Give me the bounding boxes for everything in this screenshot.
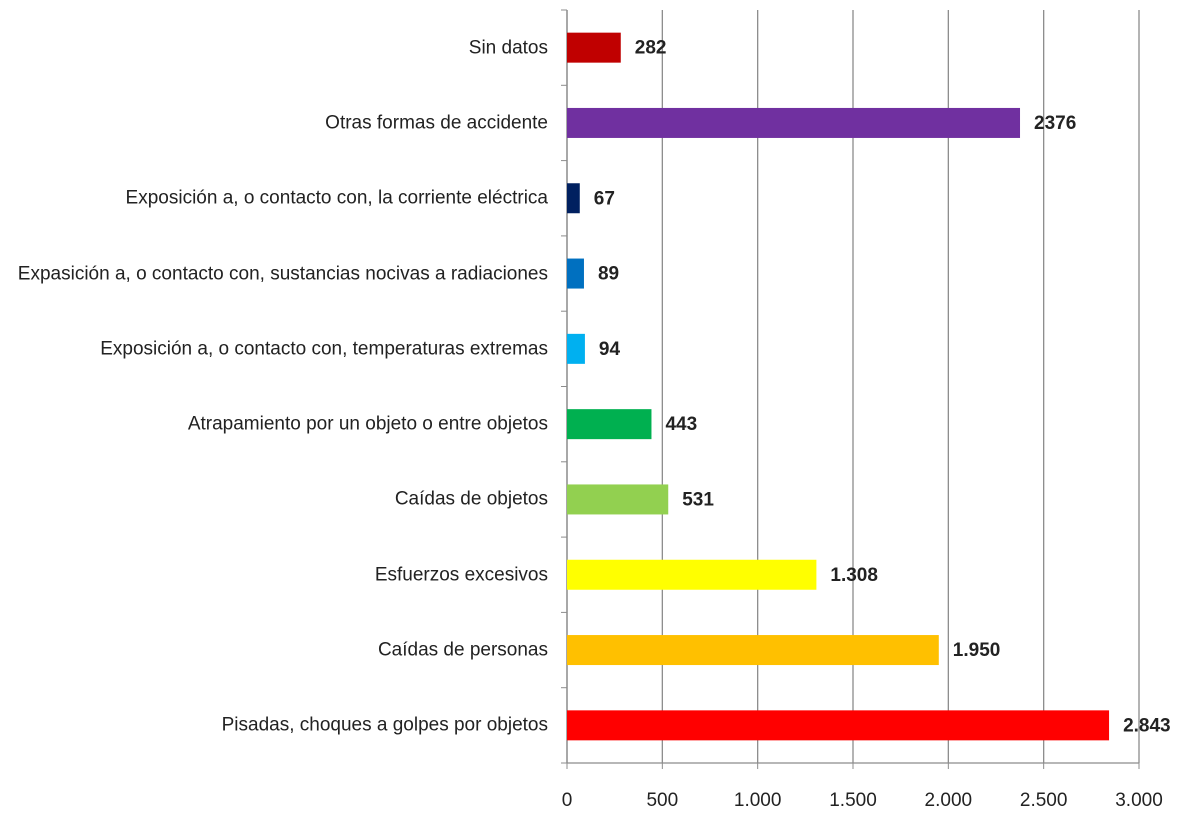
bar xyxy=(567,409,652,440)
bar xyxy=(567,710,1110,741)
bar xyxy=(567,107,1021,138)
bar xyxy=(567,484,669,515)
y-tick-label: Caídas de objetos xyxy=(0,488,548,511)
bar xyxy=(567,559,817,590)
bar xyxy=(567,333,585,364)
y-tick-text: Caídas de objetos xyxy=(394,488,548,510)
y-tick-text: Esfuerzos excesivos xyxy=(374,564,548,586)
y-tick-text: Exposición a, o contacto con, temperatur… xyxy=(100,338,548,360)
value-label: 2.843 xyxy=(1123,715,1171,736)
y-tick-label: Exposición a, o contacto con, la corrien… xyxy=(0,187,548,210)
value-label: 89 xyxy=(598,264,619,285)
y-tick-label: Exposición a, o contacto con, temperatur… xyxy=(0,337,548,360)
y-tick-label: Sin datos xyxy=(0,36,548,59)
x-tick-label: 2.000 xyxy=(925,790,973,811)
x-tick-label: 3.000 xyxy=(1115,790,1163,811)
bar xyxy=(567,32,621,63)
value-label: 1.308 xyxy=(830,565,878,586)
value-label: 443 xyxy=(665,414,697,435)
value-label: 531 xyxy=(682,489,714,510)
y-tick-text: Expasición a, o contacto con, sustancias… xyxy=(17,263,548,285)
y-tick-label: Expasición a, o contacto con, sustancias… xyxy=(0,262,548,285)
y-tick-text: Caídas de personas xyxy=(377,639,548,661)
value-label: 94 xyxy=(599,339,621,360)
y-tick-text: Pisadas, choques a golpes por objetos xyxy=(221,714,548,736)
y-tick-label: Atrapamiento por un objeto o entre objet… xyxy=(0,413,548,436)
y-tick-text: Atrapamiento por un objeto o entre objet… xyxy=(187,413,548,435)
x-tick-label: 0 xyxy=(562,790,573,811)
y-tick-label: Pisadas, choques a golpes por objetos xyxy=(0,714,548,737)
value-label: 282 xyxy=(635,38,667,59)
y-tick-text: Otras formas de accidente xyxy=(325,112,548,134)
x-tick-label: 1.000 xyxy=(734,790,782,811)
y-tick-text: Exposición a, o contacto con, la corrien… xyxy=(125,187,548,209)
value-label: 67 xyxy=(594,188,615,209)
bar xyxy=(567,635,939,666)
y-tick-label: Caídas de personas xyxy=(0,639,548,662)
y-tick-label: Otras formas de accidente xyxy=(0,111,548,134)
bar xyxy=(567,258,584,289)
x-tick-label: 2.500 xyxy=(1020,790,1068,811)
bar xyxy=(567,183,580,214)
y-tick-text: Sin datos xyxy=(468,37,548,59)
y-tick-label: Esfuerzos excesivos xyxy=(0,563,548,586)
x-tick-label: 500 xyxy=(646,790,678,811)
value-label: 2376 xyxy=(1034,113,1076,134)
x-tick-label: 1.500 xyxy=(829,790,877,811)
value-label: 1.950 xyxy=(953,640,1001,661)
